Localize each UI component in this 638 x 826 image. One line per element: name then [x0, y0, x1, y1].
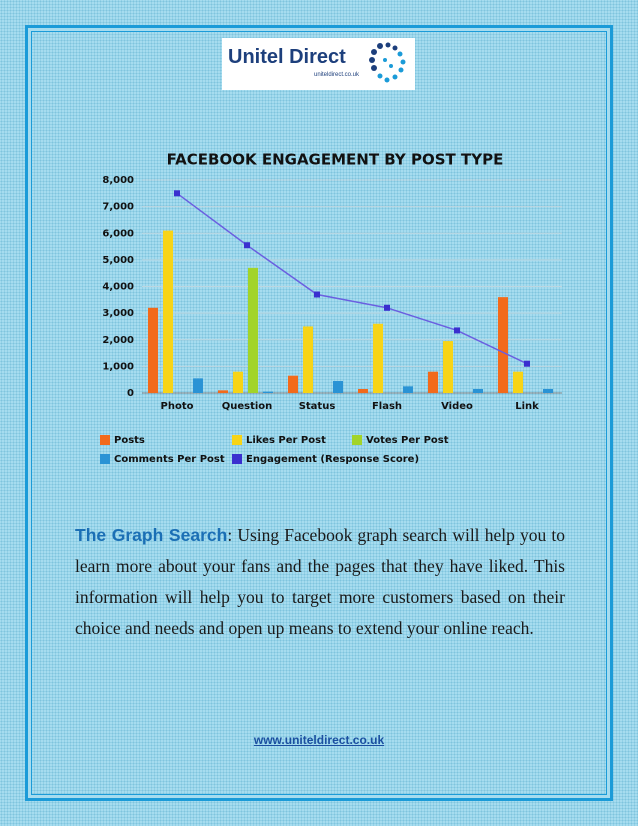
x-tick-label: Status [299, 401, 336, 412]
paragraph: The Graph Search: Using Facebook graph s… [75, 520, 565, 644]
logo: Unitel Direct uniteldirect.co.uk [222, 38, 415, 90]
bar [498, 297, 508, 393]
bar [543, 389, 553, 393]
bar [163, 230, 173, 393]
y-tick-label: 1,000 [102, 361, 134, 372]
bar [148, 307, 158, 393]
bar [333, 381, 343, 393]
line-marker [384, 304, 390, 311]
bar [303, 326, 313, 393]
logo-dots [369, 42, 406, 83]
y-tick-label: 3,000 [102, 308, 134, 319]
paragraph-text: : Using Facebook graph search will help … [75, 525, 565, 638]
legend-label: Engagement (Response Score) [246, 454, 419, 465]
legend-swatch [352, 435, 362, 445]
line-marker [454, 327, 460, 334]
line-marker [524, 360, 530, 367]
y-tick-label: 6,000 [102, 228, 134, 239]
bar [358, 389, 368, 393]
x-tick-label: Link [515, 401, 539, 412]
bar [443, 341, 453, 393]
legend-swatch [232, 454, 242, 464]
legend-swatch [100, 435, 110, 445]
x-tick-label: Question [222, 401, 273, 412]
line-marker [314, 291, 320, 298]
legend-label: Votes Per Post [366, 435, 449, 446]
line-marker [174, 190, 180, 197]
y-tick-label: 5,000 [102, 255, 134, 266]
bar [288, 375, 298, 393]
legend-label: Posts [114, 435, 145, 446]
x-tick-label: Photo [161, 401, 194, 412]
legend-label: Comments Per Post [114, 454, 225, 465]
bar [193, 378, 203, 393]
bar [233, 371, 243, 393]
bar [218, 390, 228, 393]
y-tick-label: 7,000 [102, 202, 134, 213]
y-tick-label: 4,000 [102, 282, 134, 293]
x-tick-label: Flash [372, 401, 402, 412]
y-tick-label: 0 [127, 388, 134, 399]
page-frame [25, 25, 613, 801]
paragraph-heading: The Graph Search [75, 525, 228, 545]
bar [263, 391, 273, 393]
legend-label: Likes Per Post [246, 435, 326, 446]
bar [373, 323, 383, 393]
bar [473, 389, 483, 393]
bar [428, 371, 438, 393]
y-tick-label: 2,000 [102, 335, 134, 346]
logo-name: Unitel Direct [228, 46, 346, 68]
chart-title: FACEBOOK ENGAGEMENT BY POST TYPE [167, 151, 504, 169]
bar [513, 371, 523, 393]
bar [248, 267, 258, 393]
legend-swatch [232, 435, 242, 445]
chart: FACEBOOK ENGAGEMENT BY POST TYPE 0 1,000 2… [100, 151, 562, 465]
y-tick-label: 8,000 [102, 175, 134, 186]
line [176, 192, 528, 365]
line-marker [244, 242, 250, 249]
x-tick-label: Video [441, 401, 473, 412]
logo-url: uniteldirect.co.uk [314, 72, 360, 78]
footer-link[interactable]: www.uniteldirect.co.uk [253, 733, 385, 747]
bar [403, 386, 413, 393]
legend-swatch [100, 454, 110, 464]
